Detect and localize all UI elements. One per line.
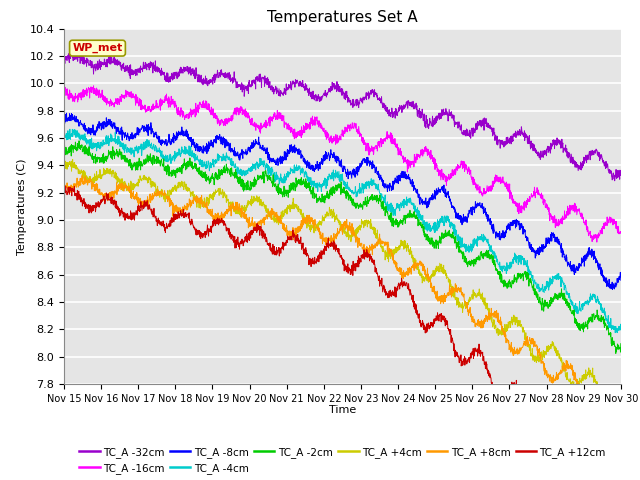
Y-axis label: Temperatures (C): Temperatures (C) [17, 158, 27, 255]
X-axis label: Time: Time [329, 405, 356, 415]
Title: Temperatures Set A: Temperatures Set A [267, 10, 418, 25]
Text: WP_met: WP_met [72, 43, 123, 53]
Legend: TC_A -32cm, TC_A -16cm, TC_A -8cm, TC_A -4cm, TC_A -2cm, TC_A +4cm, TC_A +8cm, T: TC_A -32cm, TC_A -16cm, TC_A -8cm, TC_A … [75, 443, 610, 478]
